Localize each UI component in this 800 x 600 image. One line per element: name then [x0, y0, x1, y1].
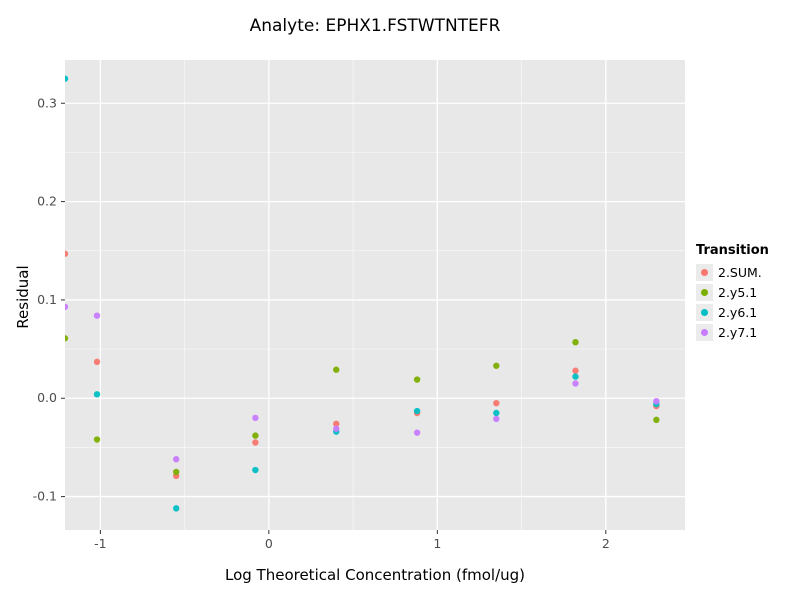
legend-dot-icon [701, 269, 708, 276]
data-point [493, 399, 500, 407]
x-tick-label: 1 [433, 536, 441, 551]
legend-item: 2.SUM. [696, 264, 796, 281]
y-axis-title: Residual [14, 265, 32, 329]
data-point [93, 312, 101, 319]
data-point [572, 373, 579, 380]
y-tick-label: 0.3 [37, 95, 57, 110]
legend: Transition 2.SUM. 2.y5.1 2.y6.1 2.y7.1 [696, 243, 796, 344]
data-point [65, 335, 69, 342]
legend-item: 2.y5.1 [696, 284, 796, 301]
points-layer [65, 75, 660, 512]
data-point [333, 366, 340, 373]
legend-key [696, 284, 713, 301]
data-point [653, 397, 660, 405]
data-point [572, 367, 579, 374]
y-tick-label: -0.1 [33, 489, 57, 504]
data-point [172, 456, 180, 463]
legend-label: 2.y5.1 [718, 285, 758, 300]
data-point [653, 416, 660, 424]
data-point [252, 432, 259, 439]
x-tick-label: 2 [602, 536, 610, 551]
legend-label: 2.SUM. [718, 265, 762, 280]
data-point [252, 414, 259, 422]
legend-key [696, 264, 713, 281]
data-point [172, 468, 180, 476]
data-point [252, 439, 259, 446]
legend-item: 2.y7.1 [696, 324, 796, 341]
data-point [93, 436, 101, 443]
panel-background [65, 60, 685, 530]
data-point [493, 409, 500, 417]
x-axis-title: Log Theoretical Concentration (fmol/ug) [224, 566, 526, 584]
data-point [65, 250, 69, 257]
legend-dot-icon [701, 329, 708, 336]
data-point [413, 376, 421, 383]
legend-label: 2.y6.1 [718, 305, 758, 320]
data-point [572, 380, 579, 387]
data-point [493, 415, 500, 423]
data-point [93, 358, 101, 366]
data-point [413, 429, 421, 436]
data-point [65, 75, 69, 82]
x-tick-label: 0 [265, 536, 273, 551]
legend-items: 2.SUM. 2.y5.1 2.y6.1 2.y7.1 [696, 264, 796, 341]
y-tick-label: 0.1 [37, 292, 57, 307]
data-point [333, 420, 340, 428]
data-point [413, 407, 421, 415]
data-point [252, 466, 259, 474]
y-tick-label: 0.0 [37, 390, 57, 405]
legend-key [696, 304, 713, 321]
data-point [572, 338, 579, 346]
data-point [93, 391, 101, 398]
chart-title: Analyte: EPHX1.FSTWTNTEFR [249, 16, 501, 36]
data-point [172, 505, 180, 512]
legend-title: Transition [696, 243, 769, 258]
legend-dot-icon [701, 289, 708, 296]
data-point [65, 303, 69, 310]
legend-key [696, 324, 713, 341]
legend-dot-icon [701, 309, 708, 316]
legend-label: 2.y7.1 [718, 325, 758, 340]
legend-item: 2.y6.1 [696, 304, 796, 321]
data-point [333, 425, 340, 432]
data-point [493, 362, 500, 369]
x-tick-label: -1 [94, 536, 106, 551]
y-tick-label: 0.2 [37, 194, 57, 209]
